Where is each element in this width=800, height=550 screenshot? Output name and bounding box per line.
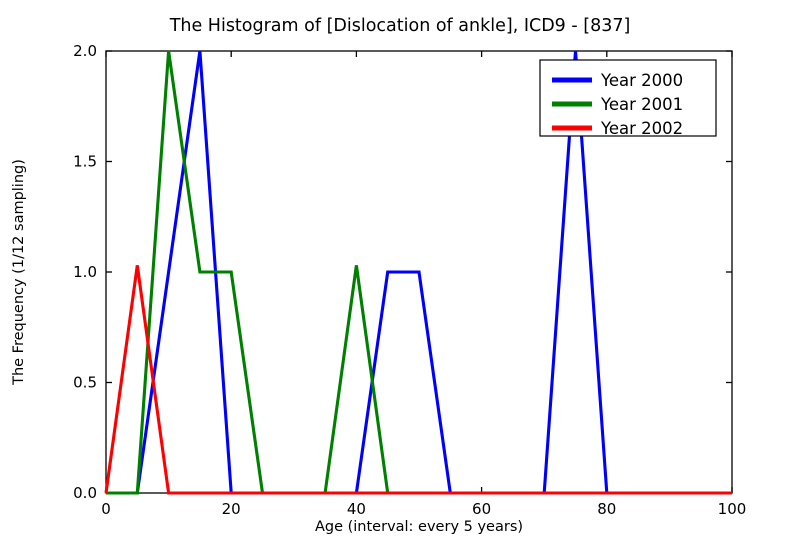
y-tick-label: 0.5 bbox=[73, 374, 97, 392]
series-line-year-2002 bbox=[104, 265, 732, 495]
x-axis-label: Age (interval: every 5 years) bbox=[315, 519, 523, 535]
legend-label-1: Year 2000 bbox=[600, 71, 683, 90]
y-tick-label: 1.0 bbox=[73, 263, 97, 281]
y-tick-label: 0.0 bbox=[73, 484, 97, 502]
legend-label-3: Year 2002 bbox=[600, 119, 683, 138]
legend-label-2: Year 2001 bbox=[600, 95, 683, 114]
x-tick-label: 80 bbox=[597, 500, 616, 518]
chart-legend: Year 2000 Year 2001 Year 2002 bbox=[539, 59, 717, 138]
x-tick-label: 40 bbox=[347, 500, 366, 518]
y-tick-label: 1.5 bbox=[73, 153, 97, 171]
y-tick-label: 2.0 bbox=[73, 42, 97, 60]
x-tick-label: 60 bbox=[472, 500, 491, 518]
x-tick-label: 100 bbox=[718, 500, 747, 518]
y-axis-ticks: 0.0 0.5 1.0 1.5 2.0 bbox=[73, 42, 732, 502]
data-series-group bbox=[104, 50, 732, 495]
x-tick-label: 20 bbox=[222, 500, 241, 518]
chart-title: The Histogram of [Dislocation of ankle],… bbox=[169, 16, 631, 36]
x-tick-label: 0 bbox=[101, 500, 111, 518]
y-axis-label: The Frequency (1/12 sampling) bbox=[11, 159, 27, 386]
legend-box bbox=[539, 59, 717, 137]
